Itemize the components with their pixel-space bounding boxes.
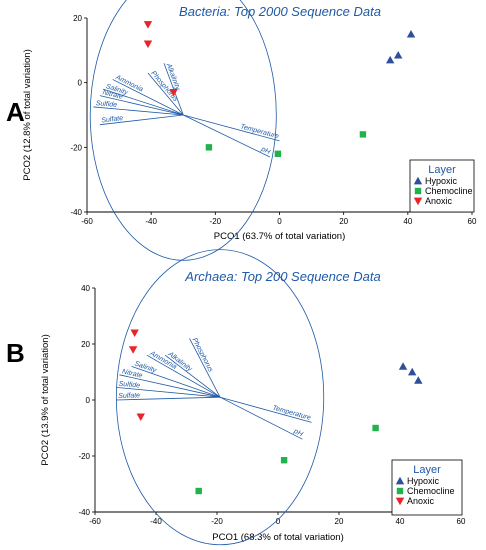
vector-line [116,396,221,401]
vector-line [189,338,221,398]
data-point-hypoxic [408,367,417,376]
vector-line [119,374,221,398]
data-point-chemocline [359,131,367,138]
data-point-hypoxic [414,376,423,384]
data-point-anoxic [143,21,153,29]
x-tick-label: -20 [211,517,223,526]
data-point-anoxic [169,89,178,97]
panel-b-plot: Archaea: Top 200 Sequence Data-60 -40 -20 0… [40,249,466,546]
x-tick-label: -20 [210,217,222,226]
x-tick-label: 0 [277,217,282,226]
x-tick-label: 40 [403,217,412,226]
y-tick-label: -20 [78,452,90,461]
chart-title: Bacteria: Top 2000 Sequence Data [179,4,381,19]
panel-letter-b: B [6,338,25,368]
vector-label: pH [292,428,305,439]
vector-label: Sulfate [118,392,140,400]
legend-entry: Chemocline [425,186,473,196]
legend-marker-anoxic [413,197,423,206]
vector-line [116,387,221,398]
chart-title: Archaea: Top 200 Sequence Data [184,269,380,284]
legend-entry: Chemocline [407,486,455,496]
x-tick-label: -60 [81,217,93,226]
vector-line [183,114,280,142]
legend-marker-anoxic [395,497,405,506]
data-point-anoxic [128,346,138,354]
data-point-hypoxic [406,29,416,38]
vector-line [147,72,184,116]
panel-a-plot: Bacteria: Top 2000 Sequence Data-60 -40 -2… [22,0,477,261]
legend-title: Layer [413,464,441,476]
vector-line [219,396,312,423]
x-axis-label: PCO1 (68.3% of total variation) [212,532,343,543]
legend-marker-hypoxic [413,176,423,185]
legend-entry: Hypoxic [407,476,440,486]
vector-label: Phosphorus [190,337,214,374]
x-tick-label: 60 [468,217,477,226]
y-axis-label: PCO2 (12.8% of total variation) [22,49,33,180]
y-tick-label: -40 [78,508,90,517]
data-point-chemocline [205,144,213,151]
legend-marker-hypoxic [395,476,405,485]
x-tick-label: 20 [339,217,348,226]
x-tick-label: -40 [145,217,157,226]
legend-entry: Hypoxic [425,176,458,186]
legend-title: Layer [428,164,456,176]
y-tick-label: 0 [78,79,83,88]
x-tick-label: 60 [457,517,466,526]
x-tick-label: 0 [276,517,281,526]
legend-box [391,459,463,516]
y-tick-label: -20 [70,143,82,152]
data-point-hypoxic [398,362,408,370]
vector-label: Sulfide [118,381,140,390]
vector-line [93,106,184,116]
data-point-chemocline [280,457,288,464]
y-tick-label: 0 [86,396,91,405]
x-tick-label: 20 [335,517,344,526]
vector-label: Nitrate [102,89,124,101]
vector-line [131,366,221,398]
x-tick-label: -60 [89,517,101,526]
x-tick-label: 40 [396,517,405,526]
data-point-chemocline [372,424,379,432]
legend-marker-chemocline [414,187,422,195]
vector-line [99,95,184,116]
data-point-chemocline [195,487,202,495]
legend-entry: Anoxic [407,496,435,506]
x-axis-label: PCO1 (63.7% of total variation) [214,231,345,242]
panel-letter-a: A [6,97,25,127]
y-tick-label: 20 [81,340,90,349]
legend-marker-chemocline [396,487,404,495]
correlation-circle [89,0,277,261]
y-axis-label: PCO2 (13.9% of total variation) [40,334,51,465]
vector-label: Nitrate [121,368,143,379]
vector-label: Sulfide [95,100,117,109]
vector-line [146,354,221,398]
y-tick-label: 20 [73,14,82,23]
data-point-anoxic [136,413,145,421]
vector-line [102,88,184,116]
vector-line [112,79,184,116]
y-tick-label: 40 [81,284,90,293]
vector-line [183,114,271,158]
vector-label: pH [259,146,272,157]
legend-entry: Anoxic [425,196,453,206]
data-point-chemocline [274,150,282,157]
vector-line [99,114,184,126]
vector-label: Sulfate [101,115,124,124]
data-point-hypoxic [394,50,403,59]
legend-box [409,159,475,213]
vector-line [164,354,221,398]
data-point-anoxic [143,40,153,49]
x-tick-label: -40 [150,517,162,526]
data-point-anoxic [130,329,139,337]
y-tick-label: -40 [70,208,82,217]
correlation-circle [115,249,325,546]
vector-line [219,396,303,440]
data-point-hypoxic [385,55,395,64]
